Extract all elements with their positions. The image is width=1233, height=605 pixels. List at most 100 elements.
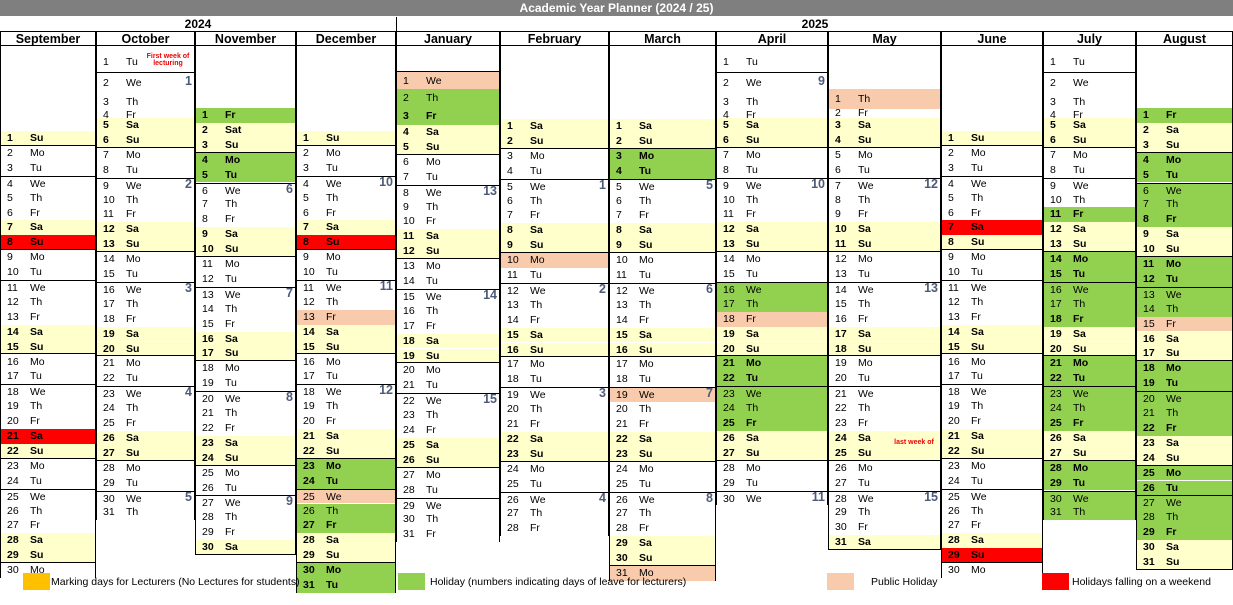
day-number: 21: [616, 418, 628, 430]
lecture-week-number: 13: [924, 280, 938, 295]
weekday-label: Th: [426, 304, 439, 317]
lecture-week-number: 9: [818, 74, 825, 88]
day-number: 28: [403, 483, 415, 496]
lecture-week-number: 4: [185, 385, 192, 400]
weekday-label: Th: [639, 403, 652, 416]
day-number: 29: [1143, 526, 1155, 539]
lecture-week-number: 12: [924, 176, 938, 191]
weekday-label: Tu: [746, 56, 758, 68]
column-border: [194, 31, 195, 521]
day-number: 11: [948, 282, 959, 294]
day-cell-october-2: 2 We 1: [96, 72, 195, 92]
day-cell-september-9: 9 Mo: [0, 250, 96, 265]
weekday-label: Tu: [30, 266, 42, 279]
weekday-label: Fr: [1073, 109, 1083, 121]
day-cell-october-13: 13 Su: [96, 237, 195, 253]
day-cell-may-5: 5 Mo: [828, 148, 941, 163]
day-number: 26: [7, 504, 19, 517]
weekday-label: Fr: [639, 209, 649, 222]
day-cell-february-27: 27 Th: [500, 506, 609, 521]
weekday-label: Sa: [1073, 223, 1086, 236]
day-cell-may-20: 20 Tu: [828, 371, 941, 386]
day-cell-july-17: 17 Th: [1043, 296, 1136, 312]
weekday-label: Th: [746, 96, 759, 108]
day-number: 16: [7, 355, 19, 368]
day-number: 28: [1143, 511, 1155, 524]
day-cell-september-7: 7 Sa: [0, 220, 96, 236]
day-cell-january-21: 21 Tu: [396, 378, 500, 393]
day-number: 31: [616, 567, 628, 579]
weekday-label: Su: [126, 446, 140, 459]
day-cell-july-13: 13 Su: [1043, 237, 1136, 253]
day-cell-february-20: 20 Th: [500, 402, 609, 417]
day-number: 10: [507, 254, 519, 267]
day-number: 15: [616, 328, 628, 341]
day-cell-september-13: 13 Fr: [0, 310, 96, 325]
day-number: 6: [202, 184, 208, 197]
day-number: 1: [507, 120, 513, 132]
weekday-label: Sa: [326, 534, 339, 547]
day-number: 17: [1050, 297, 1062, 310]
day-cell-april-29: 29 Tu: [716, 476, 828, 491]
day-number: 28: [948, 534, 960, 547]
day-cell-january-3: 3 Fr: [396, 107, 500, 125]
day-number: 30: [202, 541, 214, 554]
day-number: 12: [1143, 272, 1155, 285]
day-number: 30: [7, 564, 19, 577]
day-cell-december-31: 31 Tu: [296, 578, 396, 593]
weekday-label: Tu: [426, 483, 438, 496]
day-cell-june-27: 27 Fr: [941, 518, 1043, 533]
column-border: [827, 31, 828, 506]
day-cell-may-12: 12 Mo: [828, 252, 941, 267]
day-number: 13: [7, 310, 19, 323]
day-cell-september-29: 29 Su: [0, 548, 96, 564]
weekday-label: Th: [1073, 193, 1086, 206]
day-number: 2: [948, 146, 954, 159]
day-number: 4: [835, 133, 841, 146]
day-number: 17: [723, 297, 735, 310]
column-border: [1136, 31, 1137, 570]
weekday-label: We: [426, 290, 442, 303]
lecture-week-number: 10: [811, 176, 825, 191]
day-cell-april-8: 8 Tu: [716, 163, 828, 178]
weekday-label: Sa: [530, 432, 543, 445]
weekday-label: Tu: [1166, 272, 1179, 285]
day-number: 21: [303, 430, 315, 442]
weekday-label: Tu: [225, 272, 237, 285]
day-cell-december-9: 9 Mo: [296, 250, 396, 265]
weekday-label: Fr: [426, 110, 437, 122]
weekday-label: We: [30, 490, 46, 503]
weekday-label: Mo: [858, 253, 873, 266]
day-cell-may-28: 28 We 15: [828, 490, 941, 506]
weekday-label: We: [530, 493, 546, 506]
day-cell-september-23: 23 Mo: [0, 459, 96, 474]
day-number: 4: [1050, 109, 1056, 121]
day-cell-november-2: 2 Sat: [195, 122, 296, 138]
day-number: 30: [948, 564, 960, 577]
weekday-label: We: [971, 177, 987, 190]
weekday-label: Fr: [126, 417, 136, 429]
weekday-label: Sa: [530, 120, 543, 132]
weekday-label: Su: [1073, 342, 1087, 355]
day-cell-may-6: 6 Tu: [828, 163, 941, 178]
day-number: 10: [103, 193, 115, 206]
weekday-label: Su: [746, 342, 760, 355]
day-cell-september-6: 6 Fr: [0, 206, 96, 221]
day-cell-may-23: 23 Fr: [828, 416, 941, 431]
weekday-label: Mo: [1166, 362, 1182, 375]
weekday-label: Mo: [1166, 466, 1182, 479]
weekday-label: Fr: [126, 208, 136, 221]
day-number: 17: [616, 358, 628, 371]
weekday-label: Fr: [326, 415, 336, 428]
day-number: 31: [835, 536, 847, 549]
weekday-label: Th: [1073, 506, 1086, 519]
day-number: 18: [303, 386, 315, 399]
day-cell-august-7: 7 Th: [1136, 197, 1233, 213]
day-cell-september-21: 21 Sa: [0, 429, 96, 444]
day-cell-april-3: 3 Th: [716, 92, 828, 112]
day-number: 23: [507, 447, 519, 460]
day-number: 9: [202, 228, 208, 241]
weekday-label: Sa: [858, 536, 871, 549]
day-number: 15: [7, 340, 19, 353]
day-cell-july-6: 6 Su: [1043, 132, 1136, 148]
